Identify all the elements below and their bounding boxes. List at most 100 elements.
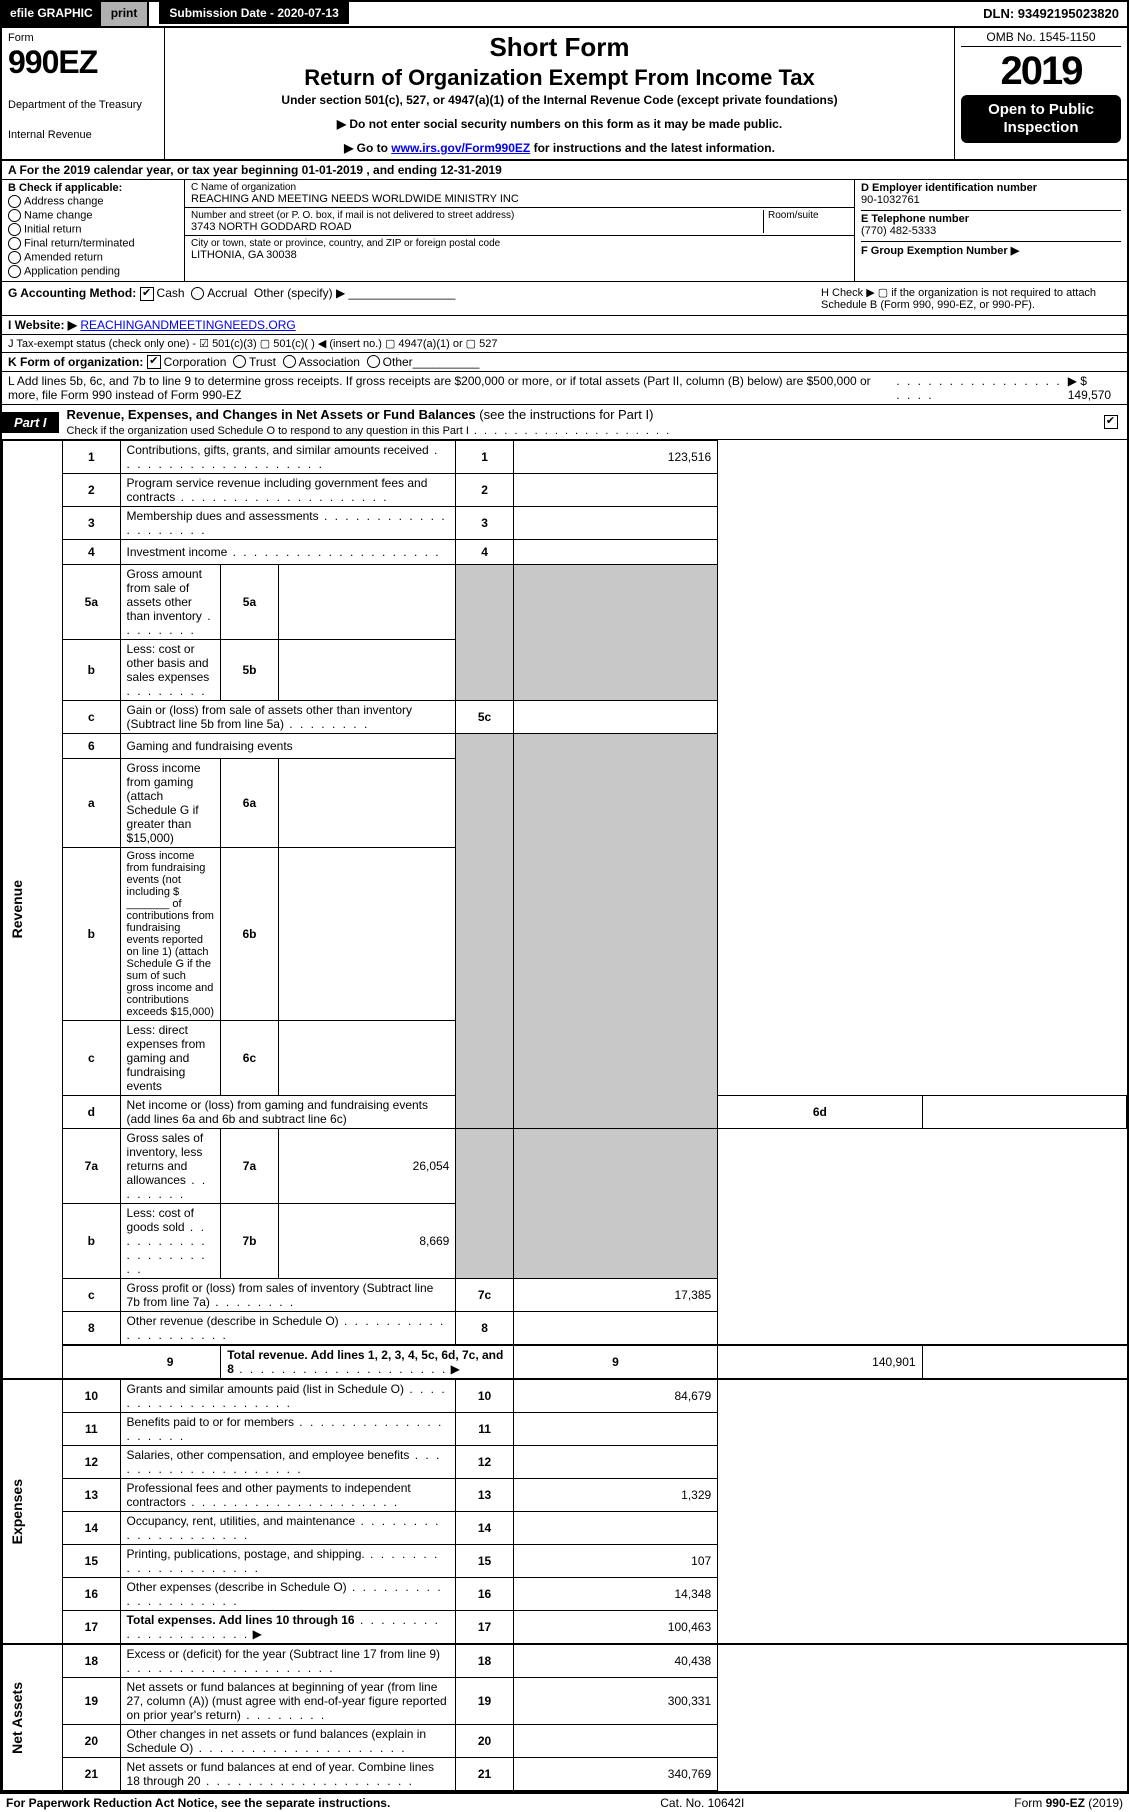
line-18-value: 40,438 xyxy=(513,1644,717,1678)
line-10: Expenses 10Grants and similar amounts pa… xyxy=(3,1379,1127,1413)
line-7c: cGross profit or (loss) from sales of in… xyxy=(3,1279,1127,1312)
line-15: 15Printing, publications, postage, and s… xyxy=(3,1545,1127,1578)
k-other-radio[interactable] xyxy=(367,355,380,368)
b-final-return[interactable]: Final return/terminated xyxy=(8,237,178,250)
header-mid: Short Form Return of Organization Exempt… xyxy=(165,28,955,159)
c-addr: 3743 NORTH GODDARD ROAD xyxy=(191,221,763,233)
page-footer: For Paperwork Reduction Act Notice, see … xyxy=(0,1793,1129,1812)
k-trust: Trust xyxy=(249,355,276,369)
line-6: 6Gaming and fundraising events xyxy=(3,734,1127,759)
d-ein: 90-1032761 xyxy=(861,194,1121,206)
part1-tag: Part I xyxy=(2,412,59,433)
row-j: J Tax-exempt status (check only one) - ☑… xyxy=(2,335,1127,353)
footer-right: Form 990-EZ (2019) xyxy=(1014,1796,1123,1810)
revenue-sidebar: Revenue xyxy=(9,880,25,938)
line-21-value: 340,769 xyxy=(513,1758,717,1791)
c-org-name: REACHING AND MEETING NEEDS WORLDWIDE MIN… xyxy=(191,193,848,205)
form-number: 990EZ xyxy=(8,44,158,81)
line-17: 17Total expenses. Add lines 10 through 1… xyxy=(3,1611,1127,1645)
note2-pre: ▶ Go to xyxy=(344,141,391,155)
footer-left: For Paperwork Reduction Act Notice, see … xyxy=(6,1796,390,1810)
efile-label: efile GRAPHIC xyxy=(2,2,101,26)
print-button[interactable]: print xyxy=(101,2,150,26)
section-b: B Check if applicable: Address change Na… xyxy=(2,180,185,281)
line-7a-value: 26,054 xyxy=(278,1129,456,1204)
line-3: 3Membership dues and assessments 3 xyxy=(3,507,1127,540)
section-c: C Name of organization REACHING AND MEET… xyxy=(185,180,855,281)
line-7c-value: 17,385 xyxy=(513,1279,717,1312)
line-18: Net Assets 18Excess or (deficit) for the… xyxy=(3,1644,1127,1678)
c-city-block: City or town, state or province, country… xyxy=(185,236,854,263)
g-accrual: Accrual xyxy=(207,286,247,300)
k-assoc-radio[interactable] xyxy=(283,355,296,368)
form-990ez-page: efile GRAPHIC print Submission Date - 20… xyxy=(0,0,1129,1793)
line-20: 20Other changes in net assets or fund ba… xyxy=(3,1725,1127,1758)
f-header: F Group Exemption Number ▶ xyxy=(861,244,1121,257)
netassets-sidebar: Net Assets xyxy=(9,1682,25,1754)
line-9: 9Total revenue. Add lines 1, 2, 3, 4, 5c… xyxy=(3,1345,1127,1379)
line-17-value: 100,463 xyxy=(513,1611,717,1645)
line-1-value: 123,516 xyxy=(513,441,717,474)
line-21: 21Net assets or fund balances at end of … xyxy=(3,1758,1127,1791)
c-room-label: Room/suite xyxy=(768,210,848,221)
irs-link[interactable]: www.irs.gov/Form990EZ xyxy=(391,141,530,155)
line-8: 8Other revenue (describe in Schedule O) … xyxy=(3,1312,1127,1346)
line-2: 2Program service revenue including gover… xyxy=(3,474,1127,507)
line-4: 4Investment income 4 xyxy=(3,540,1127,565)
lines-table: Revenue 1 Contributions, gifts, grants, … xyxy=(2,440,1127,1791)
g-label: G Accounting Method: xyxy=(8,286,136,300)
b-name-change[interactable]: Name change xyxy=(8,209,178,222)
open-inspection: Open to Public Inspection xyxy=(961,95,1121,143)
k-corp-checkbox[interactable]: ✔ xyxy=(147,355,161,369)
line-9-value: 140,901 xyxy=(718,1345,922,1379)
l-text: L Add lines 5b, 6c, and 7b to line 9 to … xyxy=(8,374,896,402)
c-city-label: City or town, state or province, country… xyxy=(191,238,848,249)
form-header: Form 990EZ Department of the Treasury In… xyxy=(2,28,1127,161)
row-i: I Website: ▶ REACHINGANDMEETINGNEEDS.ORG xyxy=(2,316,1127,335)
line-19-value: 300,331 xyxy=(513,1678,717,1725)
k-corp: Corporation xyxy=(164,355,227,369)
c-addr-label: Number and street (or P. O. box, if mail… xyxy=(191,210,763,221)
b-address-change[interactable]: Address change xyxy=(8,195,178,208)
form-word: Form xyxy=(8,32,158,44)
line-15-value: 107 xyxy=(513,1545,717,1578)
topbar-gap xyxy=(351,2,975,26)
k-trust-radio[interactable] xyxy=(233,355,246,368)
line-13-value: 1,329 xyxy=(513,1479,717,1512)
part1-schedule-o-checkbox[interactable]: ✔ xyxy=(1104,415,1118,429)
line-11: 11Benefits paid to or for members 11 xyxy=(3,1413,1127,1446)
tax-year: 2019 xyxy=(961,51,1121,91)
e-phone: (770) 482-5333 xyxy=(861,225,1121,237)
short-form-title: Short Form xyxy=(175,32,944,63)
info-grid: B Check if applicable: Address change Na… xyxy=(2,180,1127,282)
e-header: E Telephone number xyxy=(861,213,1121,225)
website-link[interactable]: REACHINGANDMEETINGNEEDS.ORG xyxy=(80,318,295,332)
omb-number: OMB No. 1545-1150 xyxy=(961,30,1121,47)
row-k: K Form of organization: ✔Corporation Tru… xyxy=(2,353,1127,372)
g-accrual-radio[interactable] xyxy=(191,287,204,300)
b-initial-return[interactable]: Initial return xyxy=(8,223,178,236)
c-city: LITHONIA, GA 30038 xyxy=(191,249,848,261)
footer-mid: Cat. No. 10642I xyxy=(660,1796,744,1810)
line-12: 12Salaries, other compensation, and empl… xyxy=(3,1446,1127,1479)
c-name-block: C Name of organization REACHING AND MEET… xyxy=(185,180,854,208)
b-amended-return[interactable]: Amended return xyxy=(8,251,178,264)
line-5c: cGain or (loss) from sale of assets othe… xyxy=(3,701,1127,734)
expenses-sidebar: Expenses xyxy=(9,1479,25,1544)
header-right: OMB No. 1545-1150 2019 Open to Public In… xyxy=(955,28,1127,159)
line-16: 16Other expenses (describe in Schedule O… xyxy=(3,1578,1127,1611)
c-addr-block: Number and street (or P. O. box, if mail… xyxy=(185,208,854,236)
row-h: H Check ▶ ▢ if the organization is not r… xyxy=(813,286,1121,311)
row-l: L Add lines 5b, 6c, and 7b to line 9 to … xyxy=(2,372,1127,404)
g-cash-checkbox[interactable]: ✔ xyxy=(140,287,154,301)
b-header: B Check if applicable: xyxy=(8,182,178,194)
form-title: Return of Organization Exempt From Incom… xyxy=(175,65,944,91)
i-label: I Website: ▶ xyxy=(8,318,77,332)
line-14: 14Occupancy, rent, utilities, and mainte… xyxy=(3,1512,1127,1545)
line-16-value: 14,348 xyxy=(513,1578,717,1611)
b-application-pending[interactable]: Application pending xyxy=(8,265,178,278)
l-dots xyxy=(896,374,1064,402)
part1-checkline: Check if the organization used Schedule … xyxy=(67,425,672,437)
k-assoc: Association xyxy=(299,355,360,369)
irs-label: Internal Revenue xyxy=(8,129,158,141)
